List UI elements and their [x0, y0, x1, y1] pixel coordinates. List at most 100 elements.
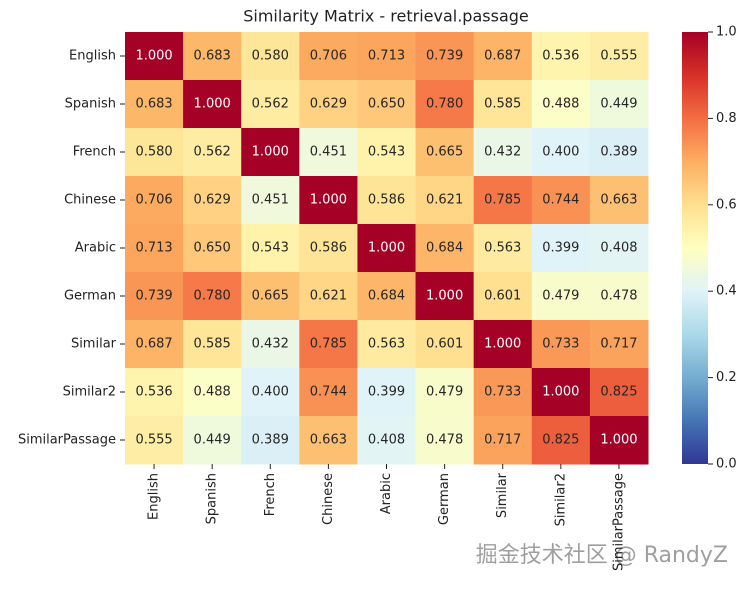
- cell-label: 0.451: [252, 193, 289, 208]
- cell-label: 0.663: [310, 433, 347, 448]
- heatmap-cell: [241, 32, 300, 81]
- heatmap-cell: [357, 272, 417, 321]
- cell-label: 0.744: [542, 193, 579, 208]
- cell-label: 0.687: [484, 49, 521, 64]
- cell-label: 0.739: [135, 289, 172, 304]
- watermark: 掘金技术社区 @ RandyZ: [476, 543, 728, 568]
- heatmap-cell: [357, 416, 417, 465]
- heatmap-cell: [415, 272, 475, 321]
- heatmap-cell: [299, 368, 358, 417]
- cell-label: 0.536: [542, 49, 579, 64]
- heatmap-cell: [589, 32, 649, 81]
- cell-label: 0.687: [135, 337, 172, 352]
- cell-label: 0.432: [484, 145, 521, 160]
- cell-label: 0.400: [542, 145, 579, 160]
- heatmap-cell: [589, 176, 649, 225]
- heatmap-cell: [125, 176, 184, 225]
- cell-label: 1.000: [368, 241, 405, 256]
- colorbar-tick-label: 1.0: [716, 25, 737, 40]
- cell-label: 0.580: [252, 49, 289, 64]
- heatmap-cell: [299, 224, 358, 273]
- heatmap-cell: [357, 80, 417, 129]
- x-tick-label: Chinese: [321, 473, 336, 525]
- cell-label: 0.555: [135, 433, 172, 448]
- cell-label: 0.665: [426, 145, 463, 160]
- heatmap-cell: [299, 128, 358, 177]
- cell-label: 0.785: [484, 193, 521, 208]
- heatmap-cell: [531, 176, 591, 225]
- y-tick-label: French: [73, 145, 116, 160]
- cell-label: 0.650: [194, 241, 231, 256]
- cell-label: 0.683: [194, 49, 231, 64]
- heatmap-cell: [473, 32, 533, 81]
- cell-label: 0.543: [252, 241, 289, 256]
- cell-label: 0.713: [368, 49, 405, 64]
- cell-label: 0.563: [484, 241, 521, 256]
- cell-label: 0.408: [368, 433, 405, 448]
- cell-label: 0.733: [542, 337, 579, 352]
- x-tick-label: German: [437, 473, 452, 525]
- cell-label: 0.478: [426, 433, 463, 448]
- cell-label: 0.543: [368, 145, 405, 160]
- cell-label: 0.663: [600, 193, 637, 208]
- cell-label: 0.562: [194, 145, 231, 160]
- heatmap-cell: [183, 272, 242, 321]
- colorbar-tick-label: 0.4: [716, 284, 737, 299]
- heatmap-cell: [357, 176, 417, 225]
- heatmap-cell: [299, 320, 358, 369]
- cell-label: 0.586: [310, 241, 347, 256]
- y-tick-label: SimilarPassage: [18, 433, 116, 448]
- heatmap-cell: [125, 80, 184, 129]
- cell-label: 1.000: [194, 97, 231, 112]
- cell-label: 0.451: [310, 145, 347, 160]
- cell-label: 0.399: [542, 241, 579, 256]
- cell-label: 0.601: [484, 289, 521, 304]
- heatmap-cell: [531, 416, 591, 465]
- colorbar-tick-label: 0.2: [716, 370, 737, 385]
- y-tick-label: Spanish: [65, 97, 116, 112]
- heatmap-cell: [473, 368, 533, 417]
- colorbar: [682, 32, 708, 464]
- cell-label: 0.399: [368, 385, 405, 400]
- cell-label: 0.400: [252, 385, 289, 400]
- cell-label: 0.683: [135, 97, 172, 112]
- heatmap-cell: [125, 320, 184, 369]
- heatmap-cell: [531, 32, 591, 81]
- heatmap-cell: [183, 128, 242, 177]
- cell-label: 0.488: [542, 97, 579, 112]
- heatmap-cell: [183, 368, 242, 417]
- cell-label: 0.449: [194, 433, 231, 448]
- cell-label: 0.408: [600, 241, 637, 256]
- heatmap-cell: [531, 368, 591, 417]
- heatmap-cell: [415, 80, 475, 129]
- heatmap-cell: [241, 272, 300, 321]
- y-tick-label: Similar2: [63, 385, 116, 400]
- heatmap-cell: [125, 128, 184, 177]
- heatmap-cell: [589, 272, 649, 321]
- colorbar-tick-label: 0.6: [716, 197, 737, 212]
- cell-label: 0.479: [542, 289, 579, 304]
- x-tick-label: English: [147, 473, 162, 520]
- heatmap-cell: [299, 176, 358, 225]
- cell-label: 0.785: [310, 337, 347, 352]
- heatmap-cell: [241, 320, 300, 369]
- heatmap-cell: [357, 128, 417, 177]
- cell-label: 1.000: [310, 193, 347, 208]
- cell-label: 0.585: [194, 337, 231, 352]
- cell-label: 0.665: [252, 289, 289, 304]
- heatmap-cell: [183, 416, 242, 465]
- cell-label: 0.432: [252, 337, 289, 352]
- y-tick-label: English: [69, 49, 116, 64]
- heatmap-cell: [241, 416, 300, 465]
- cell-label: 0.744: [310, 385, 347, 400]
- cell-label: 0.555: [600, 49, 637, 64]
- cell-label: 0.389: [600, 145, 637, 160]
- heatmap-cell: [183, 176, 242, 225]
- cell-label: 0.650: [368, 97, 405, 112]
- heatmap-cell: [589, 224, 649, 273]
- heatmap-cell: [415, 320, 475, 369]
- heatmap-cell: [299, 272, 358, 321]
- cell-label: 0.478: [600, 289, 637, 304]
- x-tick-label: French: [263, 473, 278, 516]
